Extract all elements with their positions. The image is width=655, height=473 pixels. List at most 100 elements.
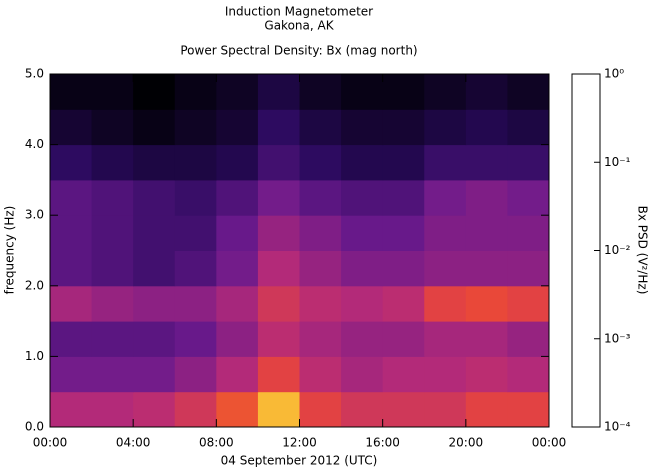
spectrogram-cell — [507, 74, 550, 110]
spectrogram-cell — [50, 144, 93, 181]
spectrogram-cell — [424, 74, 467, 110]
spectrogram-cell — [257, 144, 300, 181]
spectrogram-cell — [299, 285, 342, 322]
spectrogram-cell — [257, 179, 300, 216]
spectrogram-cell — [133, 74, 176, 110]
spectrogram-cell — [91, 179, 134, 216]
spectrogram-cell — [174, 109, 217, 146]
spectrogram-cell — [257, 250, 300, 287]
spectrogram-cell — [341, 321, 384, 357]
spectrogram-cell — [174, 74, 217, 110]
colorbar-tick-label: 10⁻² — [604, 243, 631, 257]
spectrogram-cell — [133, 356, 176, 393]
spectrogram-cell — [424, 109, 467, 146]
spectrogram-cell — [216, 250, 259, 287]
spectrogram-cell — [341, 74, 384, 110]
spectrogram-cell — [133, 250, 176, 287]
spectrogram-cell — [91, 285, 134, 322]
spectrogram-cell — [465, 321, 508, 357]
colorbar-label: Bx PSD (V²/Hz) — [636, 206, 650, 295]
spectrogram-cell — [299, 179, 342, 216]
spectrogram-cell — [341, 285, 384, 322]
spectrogram-cell — [91, 74, 134, 110]
y-axis-label: frequency (Hz) — [3, 206, 17, 295]
spectrogram-cell — [507, 250, 550, 287]
spectrogram-cell — [257, 356, 300, 393]
spectrogram-cell — [424, 391, 467, 428]
spectrogram-cell — [50, 321, 93, 357]
spectrogram-cell — [382, 250, 425, 287]
spectrogram-cell — [465, 179, 508, 216]
spectrogram-cell — [507, 285, 550, 322]
spectrogram-cell — [216, 144, 259, 181]
y-tick-label: 1.0 — [25, 349, 44, 363]
spectrogram-cell — [341, 250, 384, 287]
spectrogram-cell — [424, 356, 467, 393]
spectrogram-cell — [50, 250, 93, 287]
x-tick-label: 08:00 — [199, 436, 234, 450]
spectrogram-cell — [507, 321, 550, 357]
spectrogram-cell — [341, 391, 384, 428]
x-tick-label: 12:00 — [282, 436, 317, 450]
y-tick-label: 0.0 — [25, 420, 44, 434]
spectrogram-cell — [507, 391, 550, 428]
spectrogram-cell — [299, 74, 342, 110]
spectrogram-cell — [341, 179, 384, 216]
spectrogram-cell — [133, 109, 176, 146]
spectrogram-cell — [174, 250, 217, 287]
spectrogram-cell — [382, 179, 425, 216]
spectrogram-cell — [299, 215, 342, 251]
spectrogram-cell — [424, 250, 467, 287]
spectrogram-cell — [424, 144, 467, 181]
spectrogram-cell — [465, 144, 508, 181]
spectrogram-cell — [50, 391, 93, 428]
spectrogram-cell — [382, 285, 425, 322]
spectrogram-cell — [50, 215, 93, 251]
spectrogram-cell — [465, 74, 508, 110]
spectrogram-cell — [341, 356, 384, 393]
spectrogram-cell — [507, 215, 550, 251]
spectrogram-cell — [91, 321, 134, 357]
chart-subtitle: Gakona, AK — [264, 19, 334, 33]
spectrogram-cell — [50, 356, 93, 393]
spectrogram-cell — [257, 321, 300, 357]
spectrogram-cell — [216, 179, 259, 216]
spectrogram-cell — [216, 285, 259, 322]
spectrogram-cell — [341, 215, 384, 251]
spectrogram-cell — [133, 321, 176, 357]
spectrogram-cell — [133, 285, 176, 322]
spectrogram-cell — [174, 144, 217, 181]
spectrogram-cell — [91, 144, 134, 181]
spectrogram-cell — [216, 356, 259, 393]
spectrogram-cell — [507, 144, 550, 181]
spectrogram-cell — [91, 356, 134, 393]
spectrogram-cell — [382, 109, 425, 146]
spectrogram-cell — [341, 144, 384, 181]
spectrogram-cell — [174, 321, 217, 357]
spectrogram-cell — [174, 391, 217, 428]
spectrogram-cell — [91, 391, 134, 428]
spectrogram-cell — [50, 109, 93, 146]
spectrogram-cell — [50, 179, 93, 216]
spectrogram-cell — [382, 321, 425, 357]
colorbar-tick-label: 10⁻³ — [604, 331, 631, 345]
spectrogram-cell — [382, 215, 425, 251]
spectrogram-cell — [50, 74, 93, 110]
spectrogram-cell — [257, 109, 300, 146]
spectrogram-cell — [174, 215, 217, 251]
spectrogram-cell — [382, 74, 425, 110]
spectrogram-cell — [133, 179, 176, 216]
spectrogram-cell — [299, 391, 342, 428]
y-tick-label: 5.0 — [25, 67, 44, 81]
spectrogram-cell — [424, 215, 467, 251]
x-axis-label: 04 September 2012 (UTC) — [221, 454, 378, 468]
spectrogram-cell — [133, 144, 176, 181]
spectrogram-cell — [257, 391, 300, 428]
spectrogram-cell — [216, 215, 259, 251]
spectrogram-cell — [424, 179, 467, 216]
spectrogram-cell — [174, 356, 217, 393]
spectrogram-cell — [465, 391, 508, 428]
spectrogram-cell — [50, 285, 93, 322]
x-tick-label: 16:00 — [365, 436, 400, 450]
